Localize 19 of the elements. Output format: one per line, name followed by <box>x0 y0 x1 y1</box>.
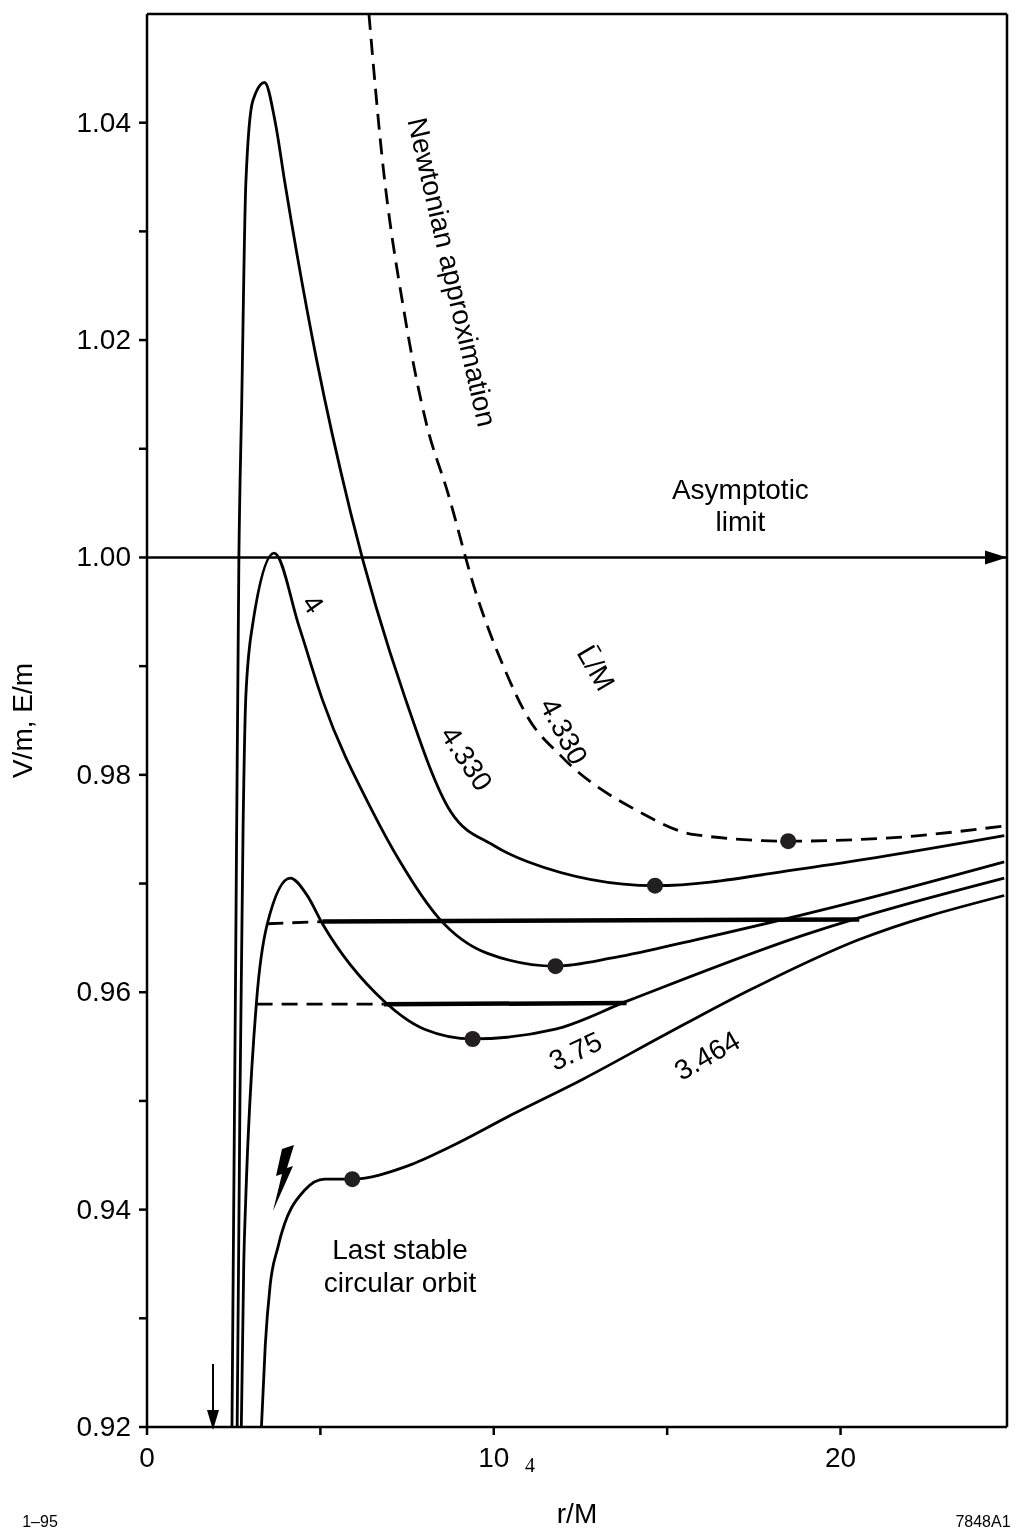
y-tick-label: 0.94 <box>76 1193 131 1225</box>
y-tick-label: 1.04 <box>76 106 131 138</box>
text: 7848A1 <box>954 1512 1012 1532</box>
x-tick-label: 0 <box>139 1442 155 1473</box>
annotation: Last stable circular orbit <box>322 1232 478 1300</box>
y-tick-label: 0.98 <box>76 758 131 790</box>
text: 4 <box>524 1454 536 1478</box>
text: 1–95 <box>21 1512 59 1532</box>
y-tick-label: 0.96 <box>76 976 131 1008</box>
text: 3.75 <box>544 1025 607 1077</box>
y-tick-label: 1.02 <box>76 324 131 356</box>
y-tick-label: 0.92 <box>76 1411 131 1442</box>
x-tick-label: 20 <box>824 1442 857 1473</box>
x-axis-title: r/M <box>556 1498 598 1529</box>
text: 4 <box>295 588 331 620</box>
y-axis-title: V/m, E/m <box>6 662 38 779</box>
ref-line-label: Asymptotic limit <box>671 474 809 538</box>
x-tick-label: 10 <box>478 1442 510 1473</box>
text: 1.00 <box>76 541 131 573</box>
